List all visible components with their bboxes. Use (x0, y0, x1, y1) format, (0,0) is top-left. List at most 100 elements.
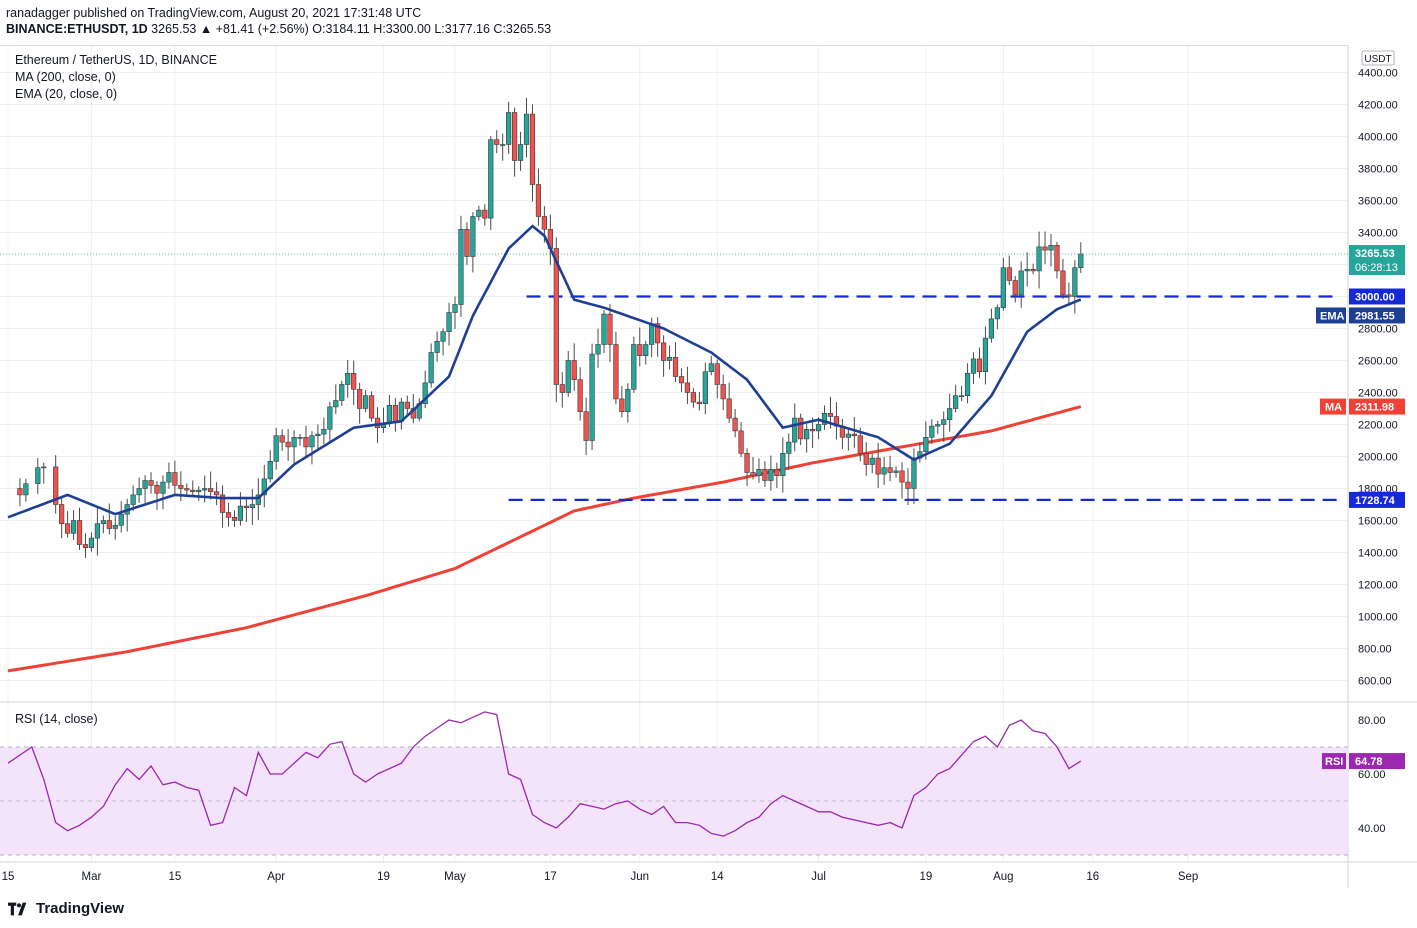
candle-body (869, 457, 875, 465)
candle (911, 448, 917, 505)
candle-body (214, 491, 220, 496)
candle (1072, 260, 1078, 314)
rsi-legend[interactable]: RSI (14, close) (15, 712, 98, 726)
currency-tag: USDT (1361, 50, 1395, 66)
candle (351, 360, 357, 406)
candle-body (798, 417, 804, 440)
time-tick-label: 14 (711, 871, 724, 883)
candle (970, 352, 977, 385)
price-tick-label: 3600.00 (1358, 196, 1398, 208)
price-axis: 600.00 800.00 1000.00 1200.00 1400.00 1600.00… (1358, 68, 1398, 688)
candle-body (494, 139, 500, 145)
candle-body (690, 392, 696, 403)
candle (315, 424, 321, 452)
candle-body (774, 468, 780, 476)
ma-value-badge-label: 2311.98 (1355, 402, 1394, 414)
price-tick-label: 2800.00 (1358, 324, 1398, 336)
ma-legend[interactable]: MA (200, close, 0) (15, 70, 116, 84)
candle-body (219, 494, 226, 513)
candle (214, 482, 220, 506)
candle-body (506, 112, 512, 145)
tradingview-logo-icon (8, 902, 27, 915)
symbol-ohlc-line: BINANCE:ETHUSDT, 1D 3265.53 ▲ +81.41 (+2… (6, 22, 551, 36)
candle (666, 345, 673, 370)
candle-body (279, 435, 285, 443)
chart-canvas[interactable]: 600.00 800.00 1000.00 1200.00 1400.00 1600.00… (0, 0, 1417, 895)
candle (899, 462, 905, 499)
candle-body (1012, 280, 1018, 296)
candle (76, 507, 83, 550)
candle (583, 397, 589, 455)
candle-body (964, 372, 971, 396)
rsi-name-label: RSI (1325, 756, 1343, 768)
candle (160, 475, 166, 510)
candle-body (368, 395, 375, 419)
candle-body (559, 384, 565, 393)
candle (23, 478, 29, 502)
candle (321, 417, 327, 445)
candle (440, 328, 446, 356)
candle-body (631, 344, 637, 390)
candle (637, 327, 643, 367)
candle (362, 390, 369, 413)
candle-body (1042, 246, 1048, 251)
candle (756, 458, 762, 483)
candle (404, 395, 410, 416)
time-tick-label: 19 (377, 871, 390, 883)
price-badge-label: 3265.53 (1355, 248, 1395, 260)
candle (100, 515, 106, 534)
candle-body (881, 467, 887, 475)
candle-body (392, 404, 399, 422)
ema-value-badge-box (1349, 307, 1405, 324)
candle-body (571, 360, 577, 381)
candle-body (446, 312, 452, 333)
candle-body (243, 505, 250, 509)
candle (982, 326, 989, 385)
candle (446, 302, 452, 346)
candle-body (565, 360, 571, 393)
candle (780, 437, 786, 493)
candle (804, 424, 810, 453)
ema-name-box (1316, 307, 1346, 324)
ema-value-badge-label: 2981.55 (1355, 310, 1395, 322)
candle (851, 417, 857, 448)
candle (935, 420, 941, 435)
candle-body (291, 436, 297, 448)
ma200-path (7, 405, 1082, 673)
candle-body (941, 419, 947, 425)
rsi-axis: 40.00 60.00 80.00 (1358, 715, 1386, 835)
candle-body (541, 216, 547, 230)
level-3000-badge-box (1349, 288, 1405, 305)
candle-body (482, 209, 488, 219)
candle (476, 205, 482, 221)
tradingview-logo[interactable]: TradingView (8, 900, 124, 917)
price-grid (0, 45, 1348, 862)
candle (154, 480, 160, 510)
candle-body (148, 480, 154, 486)
ema-legend[interactable]: EMA (20, close, 0) (15, 87, 118, 101)
candle (434, 331, 440, 362)
candle-body (255, 494, 261, 505)
candle-body (196, 489, 202, 493)
candle (559, 372, 565, 408)
candle (1078, 242, 1084, 273)
candle-body (792, 417, 798, 443)
candle (380, 407, 387, 433)
candle-body (59, 504, 65, 525)
candle-body (65, 523, 71, 534)
candle-body (100, 520, 106, 525)
candle (994, 304, 1000, 330)
candle-body (702, 371, 708, 405)
candle-body (88, 537, 95, 548)
ma-name-box (1320, 398, 1346, 415)
candle (35, 458, 41, 495)
candle-body (476, 209, 482, 217)
candle (1030, 263, 1036, 275)
candle (458, 215, 464, 317)
candle-body (523, 113, 530, 145)
candle-body (714, 363, 720, 385)
candle (553, 237, 559, 402)
candle-body (386, 404, 393, 424)
candle (506, 101, 512, 154)
symbol-interval[interactable]: BINANCE:ETHUSDT, 1D (6, 22, 148, 36)
